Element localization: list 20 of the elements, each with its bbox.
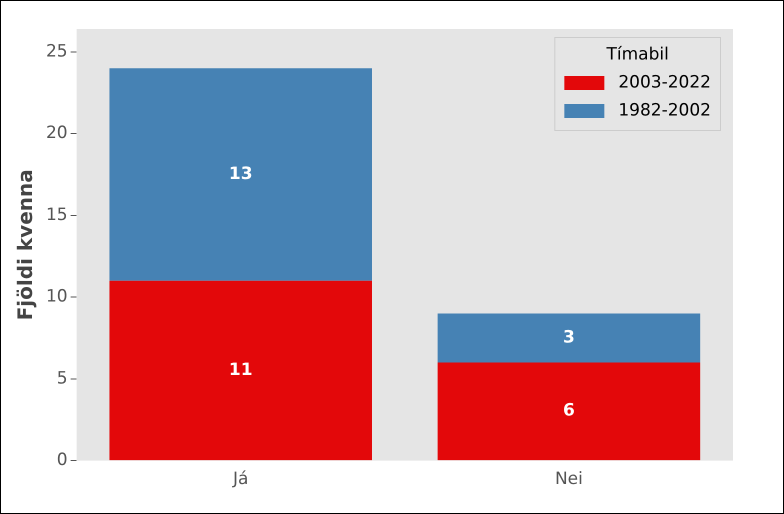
data-label: 11 (228, 360, 253, 380)
bar (438, 362, 700, 460)
x-tick-label: Nei (554, 469, 583, 490)
y-tick-label: 5 (56, 368, 68, 388)
bar (109, 280, 372, 460)
legend-title: Tímabil (606, 44, 669, 64)
data-label: 13 (228, 164, 253, 184)
y-tick-label: 20 (46, 123, 68, 144)
x-tick-label: Já (232, 469, 248, 490)
y-tick-label: 10 (46, 286, 68, 307)
bar (438, 313, 700, 363)
legend-label: 1982-2002 (618, 100, 712, 120)
legend-label: 2003-2022 (618, 72, 712, 92)
y-axis-title: Fjöldi kvenna (13, 169, 38, 320)
data-label: 6 (562, 400, 575, 421)
y-tick-label: 25 (46, 41, 68, 62)
bar (109, 68, 372, 281)
y-tick-label: 15 (46, 204, 68, 225)
data-label: 3 (562, 327, 575, 348)
y-tick-label: 0 (56, 450, 68, 470)
